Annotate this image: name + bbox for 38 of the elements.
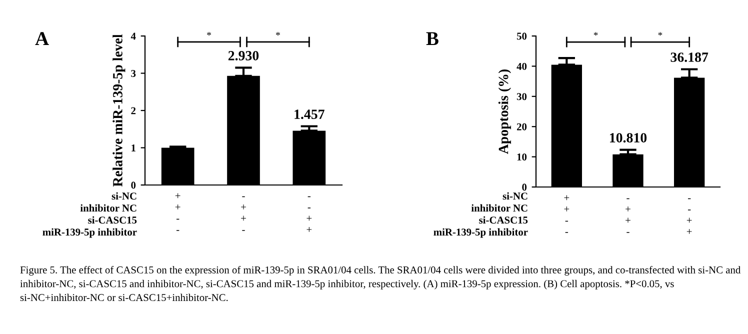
y-tick-label: 10 <box>517 153 527 161</box>
text: miR-139-5p inhibitor <box>42 228 137 238</box>
x-tick-label: - - + + <box>306 196 312 232</box>
y-tick-label: 20 <box>516 123 527 130</box>
y-tick-label: 30 <box>516 93 527 100</box>
chart-title: B <box>426 32 438 46</box>
text: si-NC <box>502 192 528 200</box>
y-tick-label: 50 <box>516 32 527 40</box>
y-tick-label: 1 <box>132 144 136 152</box>
y-tick-label: 3 <box>131 70 136 77</box>
text: * <box>207 32 211 36</box>
text: * <box>276 32 280 36</box>
text: si-NC <box>112 192 136 200</box>
data-label: 10.810 <box>610 133 647 143</box>
text: inhibitor NC <box>471 204 528 212</box>
y-axis-title: Relative miR-139-5p level <box>112 34 126 187</box>
text: si-CASC15 <box>479 216 528 224</box>
y-tick-label: 0 <box>522 184 527 191</box>
y-tick-label: 40 <box>516 62 527 70</box>
y-axis-title: Apoptosis (%) <box>498 69 511 154</box>
caption: Figure 5. The effect of CASC15 on the expression of miR-139-5p in SRA01/04 cells. The SRA01/04 cells were divided into three groups, and co-transfected with si-NC and inhibitor-NC, si-CASC15 and inhibitor-NC, si-CASC15 and miR-139-5p inhibitor, respectively. (A) miR-139-5p expression. (B) Cell apoptosis. *P<0.05, vs si-NC+inhibitor-NC or si-CASC15+inhibitor-NC. <box>20 266 741 302</box>
y-tick-label: 4 <box>130 32 136 40</box>
y-tick-label: 2 <box>131 107 136 114</box>
text: * <box>594 32 598 36</box>
text: inhibitor NC <box>80 204 136 212</box>
text: si-CASC15 <box>88 216 137 224</box>
y-tick-label: 0 <box>131 182 136 189</box>
x-tick-label: + + - - <box>564 195 570 233</box>
chart-title: A <box>35 32 49 45</box>
text: miR-139-5p inhibitor <box>434 228 528 238</box>
x-tick-label: - - + + <box>686 198 692 234</box>
data-label: 36.187 <box>670 52 708 62</box>
x-tick-label: + + - - <box>175 193 180 231</box>
x-tick-label: - + + - <box>241 196 246 231</box>
data-label: 2.930 <box>228 51 259 60</box>
data-label: 1.457 <box>294 110 324 120</box>
x-tick-label: - + + - <box>626 198 630 233</box>
text: * <box>658 32 662 36</box>
